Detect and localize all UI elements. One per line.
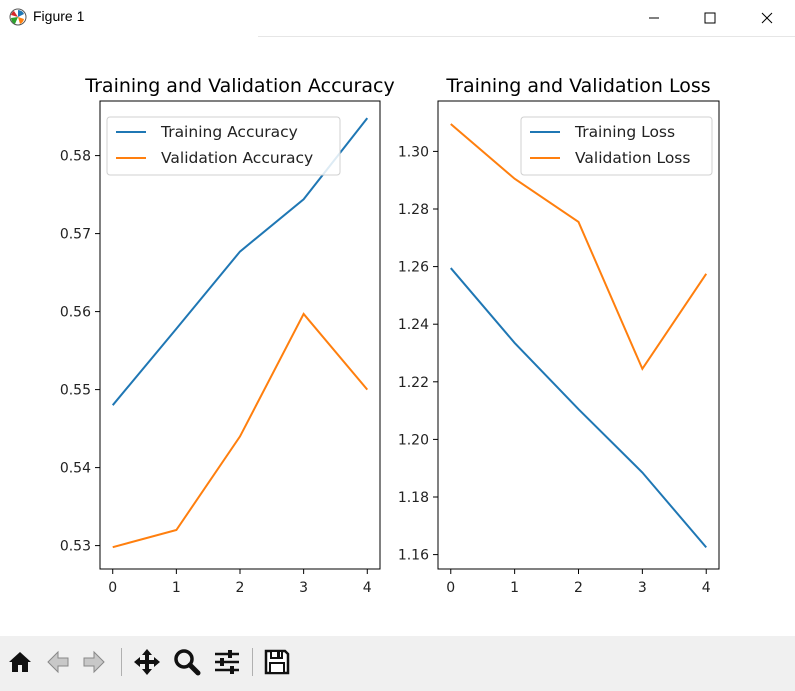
x-tick-label: 1 <box>510 580 519 596</box>
y-tick-label: 1.22 <box>398 375 429 391</box>
series-line-1 <box>450 267 707 549</box>
x-tick-label: 4 <box>702 580 711 596</box>
matplotlib-logo-icon <box>9 8 27 26</box>
y-tick-label: 0.58 <box>60 149 91 165</box>
forward-arrow-icon <box>83 650 105 674</box>
forward-button[interactable] <box>78 646 110 678</box>
x-tick-label: 4 <box>363 580 372 596</box>
chart-title: Training and Validation Loss <box>445 75 710 97</box>
series-line-2 <box>450 123 708 371</box>
close-icon <box>761 12 773 24</box>
y-tick-label: 1.28 <box>398 202 429 218</box>
zoom-icon <box>174 649 201 676</box>
maximize-icon <box>704 12 716 24</box>
y-tick-label: 1.30 <box>398 144 429 160</box>
home-button[interactable] <box>4 646 36 678</box>
zoom-button[interactable] <box>171 646 203 678</box>
y-tick-label: 0.53 <box>60 539 91 555</box>
close-button[interactable] <box>739 0 795 36</box>
y-tick-label: 1.16 <box>398 548 429 564</box>
x-tick-label: 3 <box>638 580 647 596</box>
x-tick-label: 2 <box>236 580 245 596</box>
x-tick-label: 2 <box>574 580 583 596</box>
y-tick-label: 0.54 <box>60 461 91 477</box>
y-tick-label: 1.18 <box>398 490 429 506</box>
x-tick-label: 0 <box>446 580 455 596</box>
save-icon <box>264 649 290 675</box>
chart-title: Training and Validation Accuracy <box>84 75 394 97</box>
legend-label: Training Loss <box>574 123 675 141</box>
x-tick-label: 3 <box>299 580 308 596</box>
minimize-icon <box>649 17 659 19</box>
legend-box <box>106 116 341 176</box>
y-tick-label: 0.55 <box>60 383 91 399</box>
legend-label: Validation Loss <box>575 149 690 167</box>
y-tick-label: 0.56 <box>60 305 91 321</box>
navigation-toolbar <box>0 636 795 691</box>
configure-subplots-button[interactable] <box>211 646 243 678</box>
home-icon <box>9 652 31 672</box>
figure-canvas[interactable]: Training and Validation Accuracy 0 1 2 3 4 0.5… <box>0 37 795 635</box>
save-button[interactable] <box>261 646 293 678</box>
y-tick-label: 1.26 <box>398 260 429 276</box>
configure-subplots-icon <box>215 650 239 674</box>
maximize-button[interactable] <box>682 0 738 36</box>
back-button[interactable] <box>42 646 74 678</box>
legend-label: Validation Accuracy <box>161 149 313 167</box>
series-line-2 <box>112 312 369 549</box>
toolbar-separator <box>252 648 253 676</box>
toolbar-separator <box>121 648 122 676</box>
y-tick-label: 0.57 <box>60 227 91 243</box>
figure-svg: Training and Validation Accuracy 0 1 2 3 4 0.5… <box>60 75 720 596</box>
window-title: Figure 1 <box>33 8 85 24</box>
back-arrow-icon <box>47 650 69 674</box>
pan-button[interactable] <box>131 646 163 678</box>
pan-icon <box>134 649 160 675</box>
x-tick-label: 1 <box>172 580 181 596</box>
titlebar-divider <box>258 36 795 37</box>
y-tick-label: 1.24 <box>398 317 429 333</box>
y-tick-label: 1.20 <box>398 432 429 448</box>
legend-box <box>520 116 713 176</box>
legend-label: Training Accuracy <box>160 123 298 141</box>
minimize-button[interactable] <box>626 0 682 36</box>
window-titlebar: Figure 1 <box>0 0 795 36</box>
x-tick-label: 0 <box>108 580 117 596</box>
